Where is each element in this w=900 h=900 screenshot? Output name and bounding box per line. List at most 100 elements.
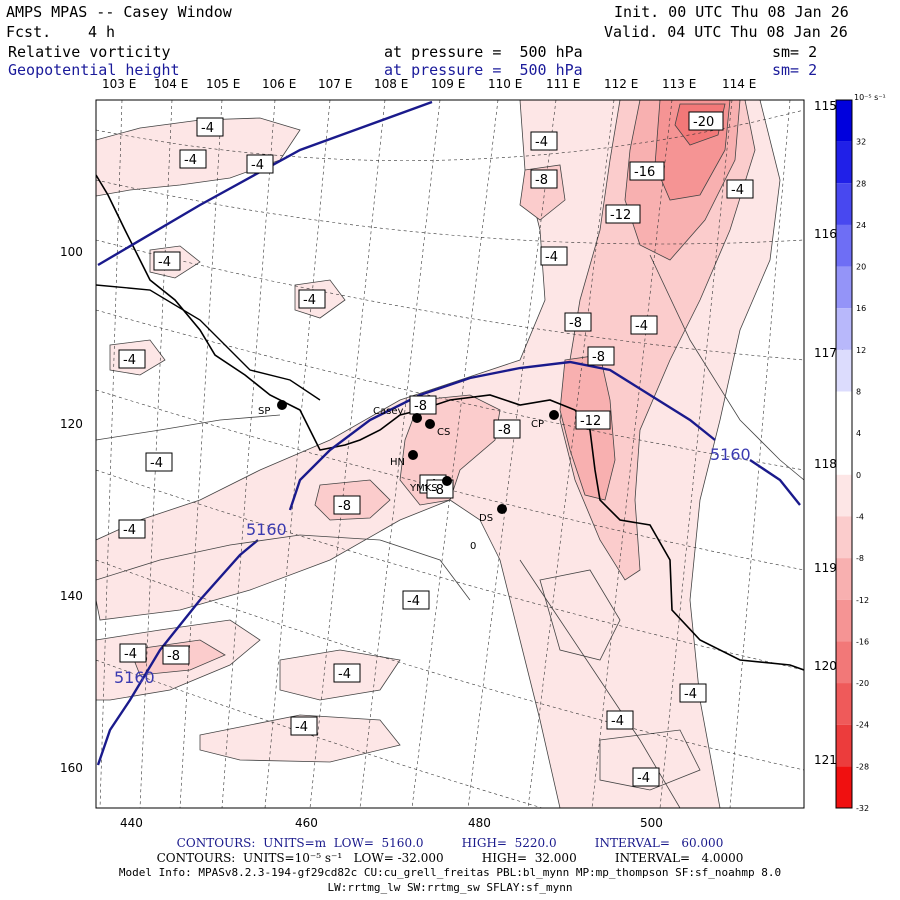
colorbar-swatch: [836, 766, 852, 808]
contour-label: -8: [530, 169, 558, 189]
field1-smoothing: sm= 2: [772, 43, 818, 61]
colorbar-label: -20: [856, 679, 869, 688]
svg-text:-4: -4: [637, 771, 650, 786]
lon-label: 110 E: [488, 77, 523, 91]
contour-labels: -4 -4 -4 -4 -4 -4 -4 -4 -4 -4 -4 -4 -4 -…: [118, 111, 754, 787]
svg-text:-8: -8: [535, 173, 548, 188]
contour-label: -8: [333, 495, 361, 515]
colorbar-label: 0: [856, 471, 861, 480]
svg-text:-4: -4: [684, 687, 697, 702]
svg-text:-4: -4: [731, 183, 744, 198]
valid-time: Valid. 04 UTC Thu 08 Jan 26: [604, 23, 848, 41]
station-label: SP: [258, 406, 270, 417]
contour-label: -4: [246, 154, 274, 174]
contour-label: -4: [606, 710, 634, 730]
lon-label: 108 E: [374, 77, 409, 91]
contour-label: -8: [409, 395, 437, 415]
svg-text:-8: -8: [431, 483, 444, 498]
colorbar-label: -8: [856, 554, 864, 563]
init-time: Init. 00 UTC Thu 08 Jan 26: [614, 3, 849, 21]
svg-text:-4: -4: [545, 250, 558, 265]
colorbar-label: -4: [856, 512, 864, 521]
geopotential-height-contours: [96, 100, 801, 766]
colorbar-swatch: [836, 724, 852, 767]
svg-text:-4: -4: [184, 153, 197, 168]
x-tick-label: 460: [295, 816, 318, 830]
plot-border: [95, 99, 805, 809]
vorticity-contours: [96, 254, 804, 808]
svg-text:-8: -8: [414, 399, 427, 414]
colorbar-label: -32: [856, 804, 869, 813]
y-tick-label: 120: [60, 417, 83, 431]
colorbar-swatch: [836, 224, 852, 267]
svg-text:-4: -4: [303, 293, 316, 308]
contour-label: -16: [629, 161, 665, 181]
lon-label: 114 E: [722, 77, 757, 91]
x-tick-label: 500: [640, 816, 663, 830]
contour-label: -4: [540, 246, 568, 266]
svg-text:-4: -4: [635, 319, 648, 334]
colorbar-label: 12: [856, 346, 866, 355]
contour-label: -4: [179, 149, 207, 169]
contour-label: -4: [333, 663, 361, 683]
contour-label: -4: [145, 452, 173, 472]
colorbar-swatch: [836, 474, 852, 517]
colorbar-swatch: [836, 683, 852, 725]
colorbar-label: -28: [856, 762, 869, 771]
colorbar-label: -24: [856, 721, 869, 730]
colorbar-label: -12: [856, 596, 869, 605]
colorbar-unit: 10⁻⁵ s⁻¹: [854, 93, 886, 102]
station-label: CP: [531, 419, 544, 430]
contour-label: -8: [162, 645, 190, 665]
svg-text:-4: -4: [338, 667, 351, 682]
svg-text:-16: -16: [634, 165, 655, 180]
colorbar-swatch: [836, 433, 852, 475]
svg-text:-4: -4: [407, 594, 420, 609]
y-tick-label: 100: [60, 245, 83, 259]
forecast-label: Fcst.: [6, 23, 52, 41]
svg-text:-8: -8: [167, 649, 180, 664]
contour-label: -12: [605, 204, 641, 224]
contour-label: -12: [575, 410, 611, 430]
colorbar-swatch: [836, 391, 852, 434]
station-marker: [408, 450, 418, 460]
contour-label: -4: [119, 643, 147, 663]
contour-label: -4: [153, 251, 181, 271]
svg-text:-8: -8: [498, 423, 511, 438]
contour-label: -4: [679, 683, 707, 703]
station-marker: [549, 410, 559, 420]
lon-label: 112 E: [604, 77, 639, 91]
colorbar: 32 28 24 20 16 12 8 4 0 -4 -8 -12 -16 -20 -24 -28 -32: [835, 99, 869, 813]
colorbar-swatch: [836, 349, 852, 392]
colorbar-label: 4: [856, 429, 861, 438]
zero-contour-label: 0: [470, 541, 476, 552]
station-marker: [442, 476, 452, 486]
lon-label: 113 E: [662, 77, 697, 91]
svg-text:-4: -4: [123, 523, 136, 538]
colorbar-border: [835, 99, 853, 809]
station-label: DS: [479, 513, 493, 524]
lon-label: 103 E: [102, 77, 137, 91]
colorbar-label: 16: [856, 304, 866, 313]
svg-text:-4: -4: [535, 135, 548, 150]
colorbar-swatch: [836, 266, 852, 309]
contour-label: -4: [298, 289, 326, 309]
svg-text:-8: -8: [592, 350, 605, 365]
contour-label: -4: [118, 519, 146, 539]
svg-text:-4: -4: [295, 720, 308, 735]
station-marker: [277, 400, 287, 410]
contour-label: -8: [587, 346, 615, 366]
svg-text:-20: -20: [693, 115, 714, 130]
footer-vorticity-contours: CONTOURS: UNITS=10⁻⁵ s⁻¹ LOW= -32.000 HI…: [156, 851, 744, 865]
colorbar-label: -16: [856, 637, 869, 646]
contour-label: -4: [118, 349, 146, 369]
colorbar-swatch: [836, 516, 852, 559]
field2-level: at pressure = 500 hPa: [384, 61, 583, 79]
station-marker: [497, 504, 507, 514]
svg-text:-4: -4: [124, 647, 137, 662]
lon-label: 104 E: [154, 77, 189, 91]
svg-text:-4: -4: [611, 714, 624, 729]
station-label: HN: [390, 457, 405, 468]
field2-smoothing: sm= 2: [772, 61, 818, 79]
